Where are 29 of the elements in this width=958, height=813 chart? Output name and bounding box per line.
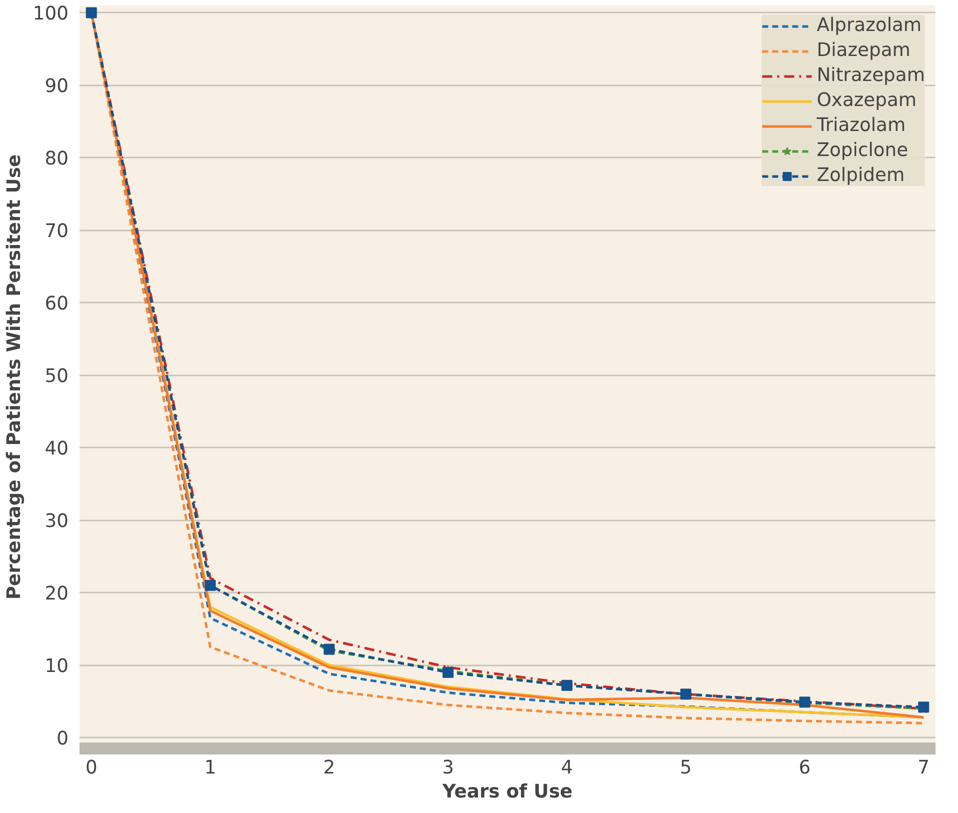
y-tick-label: 10 <box>44 656 69 678</box>
y-tick-label: 0 <box>56 728 69 750</box>
legend-label: Diazepam <box>816 40 910 61</box>
y-tick-label: 20 <box>44 584 69 605</box>
y-tick-label: 80 <box>44 148 69 170</box>
y-tick-label: 40 <box>44 438 69 460</box>
y-tick-label: 70 <box>44 221 69 242</box>
x-tick-label: 0 <box>85 758 98 778</box>
y-tick-label: 100 <box>32 4 68 25</box>
y-tick-label: 50 <box>44 366 69 388</box>
legend-label: Alprazolam <box>816 15 922 36</box>
x-tick-label: 4 <box>561 758 573 778</box>
x-axis-title: Years of Use <box>441 782 573 802</box>
x-tick-label: 7 <box>918 758 930 778</box>
legend-label: Zopiclone <box>816 140 908 161</box>
x-tick-label: 6 <box>798 758 811 778</box>
x-tick-label: 5 <box>680 758 692 778</box>
y-axis-title: Percentage of Patients With Persitent Use <box>4 154 25 600</box>
point <box>442 666 454 678</box>
legend-label: Oxazepam <box>816 90 917 111</box>
legend-label: Triazolam <box>816 115 906 136</box>
legend-label: Nitrazepam <box>816 65 925 86</box>
y-tick-label: 30 <box>44 511 69 532</box>
x-tick-label: 1 <box>204 758 216 778</box>
y-tick-label: 60 <box>44 294 69 315</box>
legend-label: Zolpidem <box>816 165 905 186</box>
y-tick-label: 90 <box>44 76 69 98</box>
x-tick-label: 2 <box>323 758 336 778</box>
x-tick-label: 3 <box>442 758 454 778</box>
